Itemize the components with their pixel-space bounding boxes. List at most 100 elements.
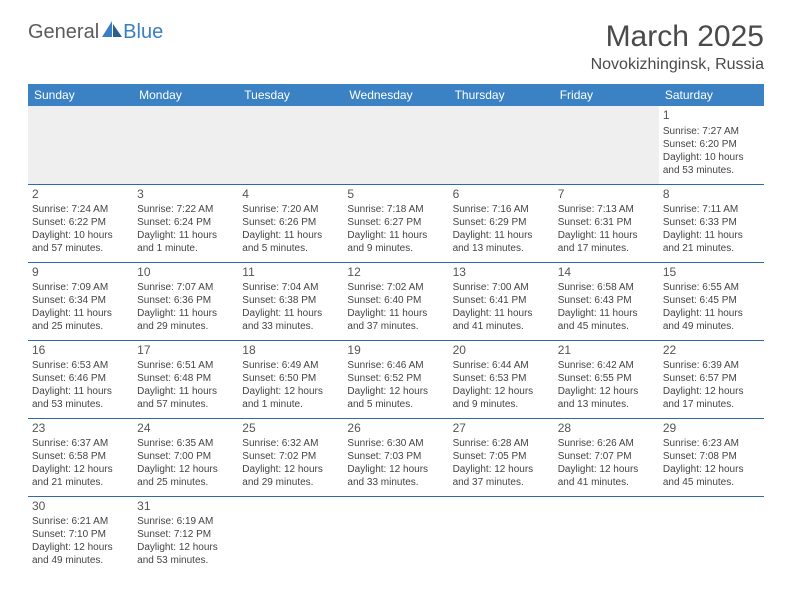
day-info-line: Sunrise: 7:00 AM xyxy=(453,281,550,294)
day-info-line: Sunset: 6:20 PM xyxy=(663,138,760,151)
day-info-line: Daylight: 12 hours xyxy=(137,541,234,554)
calendar-cell: 25Sunrise: 6:32 AMSunset: 7:02 PMDayligh… xyxy=(238,418,343,496)
day-number: 20 xyxy=(453,343,550,359)
day-number: 11 xyxy=(242,265,339,281)
day-info-line: and 49 minutes. xyxy=(663,320,760,333)
day-info-line: and 21 minutes. xyxy=(663,242,760,255)
day-info-line: and 33 minutes. xyxy=(347,476,444,489)
day-number: 17 xyxy=(137,343,234,359)
day-info-line: Sunrise: 7:02 AM xyxy=(347,281,444,294)
day-info-line: Sunrise: 7:20 AM xyxy=(242,203,339,216)
day-number: 18 xyxy=(242,343,339,359)
day-info-line: Sunset: 6:53 PM xyxy=(453,372,550,385)
day-info-line: Sunrise: 6:21 AM xyxy=(32,515,129,528)
day-info-line: and 9 minutes. xyxy=(453,398,550,411)
calendar-cell: 21Sunrise: 6:42 AMSunset: 6:55 PMDayligh… xyxy=(554,340,659,418)
day-info-line: Daylight: 12 hours xyxy=(558,463,655,476)
calendar-cell: 24Sunrise: 6:35 AMSunset: 7:00 PMDayligh… xyxy=(133,418,238,496)
day-info-line: Sunrise: 7:04 AM xyxy=(242,281,339,294)
calendar-cell: 22Sunrise: 6:39 AMSunset: 6:57 PMDayligh… xyxy=(659,340,764,418)
calendar-cell: 26Sunrise: 6:30 AMSunset: 7:03 PMDayligh… xyxy=(343,418,448,496)
month-title: March 2025 xyxy=(591,20,764,54)
day-info-line: Daylight: 11 hours xyxy=(453,307,550,320)
calendar-cell: 6Sunrise: 7:16 AMSunset: 6:29 PMDaylight… xyxy=(449,184,554,262)
calendar-cell xyxy=(238,106,343,184)
day-info-line: Sunset: 7:02 PM xyxy=(242,450,339,463)
calendar-row: 30Sunrise: 6:21 AMSunset: 7:10 PM Dayligh… xyxy=(28,496,764,574)
day-info-line: Daylight: 12 hours xyxy=(663,385,760,398)
day-info-line: Daylight: 12 hours xyxy=(453,385,550,398)
calendar-cell xyxy=(133,106,238,184)
calendar-cell: 10Sunrise: 7:07 AMSunset: 6:36 PMDayligh… xyxy=(133,262,238,340)
day-info-line: Sunset: 6:34 PM xyxy=(32,294,129,307)
day-info-line: Sunset: 6:40 PM xyxy=(347,294,444,307)
calendar-cell: 13Sunrise: 7:00 AMSunset: 6:41 PMDayligh… xyxy=(449,262,554,340)
day-number: 31 xyxy=(137,499,234,515)
calendar-cell: 27Sunrise: 6:28 AMSunset: 7:05 PMDayligh… xyxy=(449,418,554,496)
calendar-cell: 28Sunrise: 6:26 AMSunset: 7:07 PMDayligh… xyxy=(554,418,659,496)
calendar-cell: 23Sunrise: 6:37 AMSunset: 6:58 PMDayligh… xyxy=(28,418,133,496)
day-info-line: and 1 minute. xyxy=(137,242,234,255)
calendar-body: 1Sunrise: 7:27 AMSunset: 6:20 PMDaylight… xyxy=(28,106,764,574)
day-number: 5 xyxy=(347,187,444,203)
weekday-header: Friday xyxy=(554,84,659,106)
day-info-line: Daylight: 11 hours xyxy=(453,229,550,242)
calendar-row: 9Sunrise: 7:09 AMSunset: 6:34 PMDaylight… xyxy=(28,262,764,340)
day-info-line: Sunset: 6:57 PM xyxy=(663,372,760,385)
day-info-line: Sunset: 6:36 PM xyxy=(137,294,234,307)
day-info-line: Sunset: 6:26 PM xyxy=(242,216,339,229)
day-number: 14 xyxy=(558,265,655,281)
day-info-line: Sunrise: 6:37 AM xyxy=(32,437,129,450)
day-info-line: and 1 minute. xyxy=(242,398,339,411)
day-info-line: and 37 minutes. xyxy=(347,320,444,333)
calendar-cell: 1Sunrise: 7:27 AMSunset: 6:20 PMDaylight… xyxy=(659,106,764,184)
logo-text-1: General xyxy=(28,21,99,44)
day-info-line: Sunrise: 6:58 AM xyxy=(558,281,655,294)
calendar-cell: 9Sunrise: 7:09 AMSunset: 6:34 PMDaylight… xyxy=(28,262,133,340)
calendar-cell: 16Sunrise: 6:53 AMSunset: 6:46 PMDayligh… xyxy=(28,340,133,418)
day-info-line: and 13 minutes. xyxy=(558,398,655,411)
day-number: 30 xyxy=(32,499,129,515)
day-info-line: and 53 minutes. xyxy=(32,398,129,411)
calendar-row: 2Sunrise: 7:24 AMSunset: 6:22 PMDaylight… xyxy=(28,184,764,262)
calendar-cell: 31Sunrise: 6:19 AMSunset: 7:12 PMDayligh… xyxy=(133,496,238,574)
day-info-line: Sunrise: 7:24 AM xyxy=(32,203,129,216)
day-info-line: and 9 minutes. xyxy=(347,242,444,255)
weekday-row: SundayMondayTuesdayWednesdayThursdayFrid… xyxy=(28,84,764,106)
day-info-line: Sunrise: 6:44 AM xyxy=(453,359,550,372)
calendar-cell: 4Sunrise: 7:20 AMSunset: 6:26 PMDaylight… xyxy=(238,184,343,262)
day-info-line: Sunset: 6:38 PM xyxy=(242,294,339,307)
day-info-line: Sunset: 6:55 PM xyxy=(558,372,655,385)
day-number: 13 xyxy=(453,265,550,281)
day-info-line: Daylight: 12 hours xyxy=(242,463,339,476)
day-number: 6 xyxy=(453,187,550,203)
day-info-line: and 45 minutes. xyxy=(663,476,760,489)
day-info-line: Sunset: 6:46 PM xyxy=(32,372,129,385)
calendar-row: 1Sunrise: 7:27 AMSunset: 6:20 PMDaylight… xyxy=(28,106,764,184)
calendar-cell xyxy=(238,496,343,574)
day-info-line: Sunset: 7:10 PM xyxy=(32,528,129,541)
day-number: 10 xyxy=(137,265,234,281)
day-info-line: Sunrise: 6:28 AM xyxy=(453,437,550,450)
day-info-line: Daylight: 11 hours xyxy=(663,229,760,242)
day-info-line: Daylight: 12 hours xyxy=(347,463,444,476)
day-number: 1 xyxy=(663,108,760,124)
day-info-line: Daylight: 11 hours xyxy=(663,307,760,320)
day-info-line: Daylight: 11 hours xyxy=(558,307,655,320)
calendar-cell: 29Sunrise: 6:23 AMSunset: 7:08 PMDayligh… xyxy=(659,418,764,496)
day-info-line: and 37 minutes. xyxy=(453,476,550,489)
day-info-line: Daylight: 12 hours xyxy=(663,463,760,476)
day-info-line: Sunrise: 6:51 AM xyxy=(137,359,234,372)
logo: General Blue xyxy=(28,20,163,44)
day-number: 4 xyxy=(242,187,339,203)
day-info-line: Daylight: 11 hours xyxy=(558,229,655,242)
calendar-cell xyxy=(659,496,764,574)
day-info-line: Sunset: 7:08 PM xyxy=(663,450,760,463)
calendar-table: SundayMondayTuesdayWednesdayThursdayFrid… xyxy=(28,84,764,574)
day-info-line: and 33 minutes. xyxy=(242,320,339,333)
calendar-cell: 7Sunrise: 7:13 AMSunset: 6:31 PMDaylight… xyxy=(554,184,659,262)
day-info-line: Daylight: 11 hours xyxy=(137,229,234,242)
day-info-line: Sunset: 6:27 PM xyxy=(347,216,444,229)
title-block: March 2025 Novokizhinginsk, Russia xyxy=(591,20,764,74)
day-info-line: and 5 minutes. xyxy=(242,242,339,255)
